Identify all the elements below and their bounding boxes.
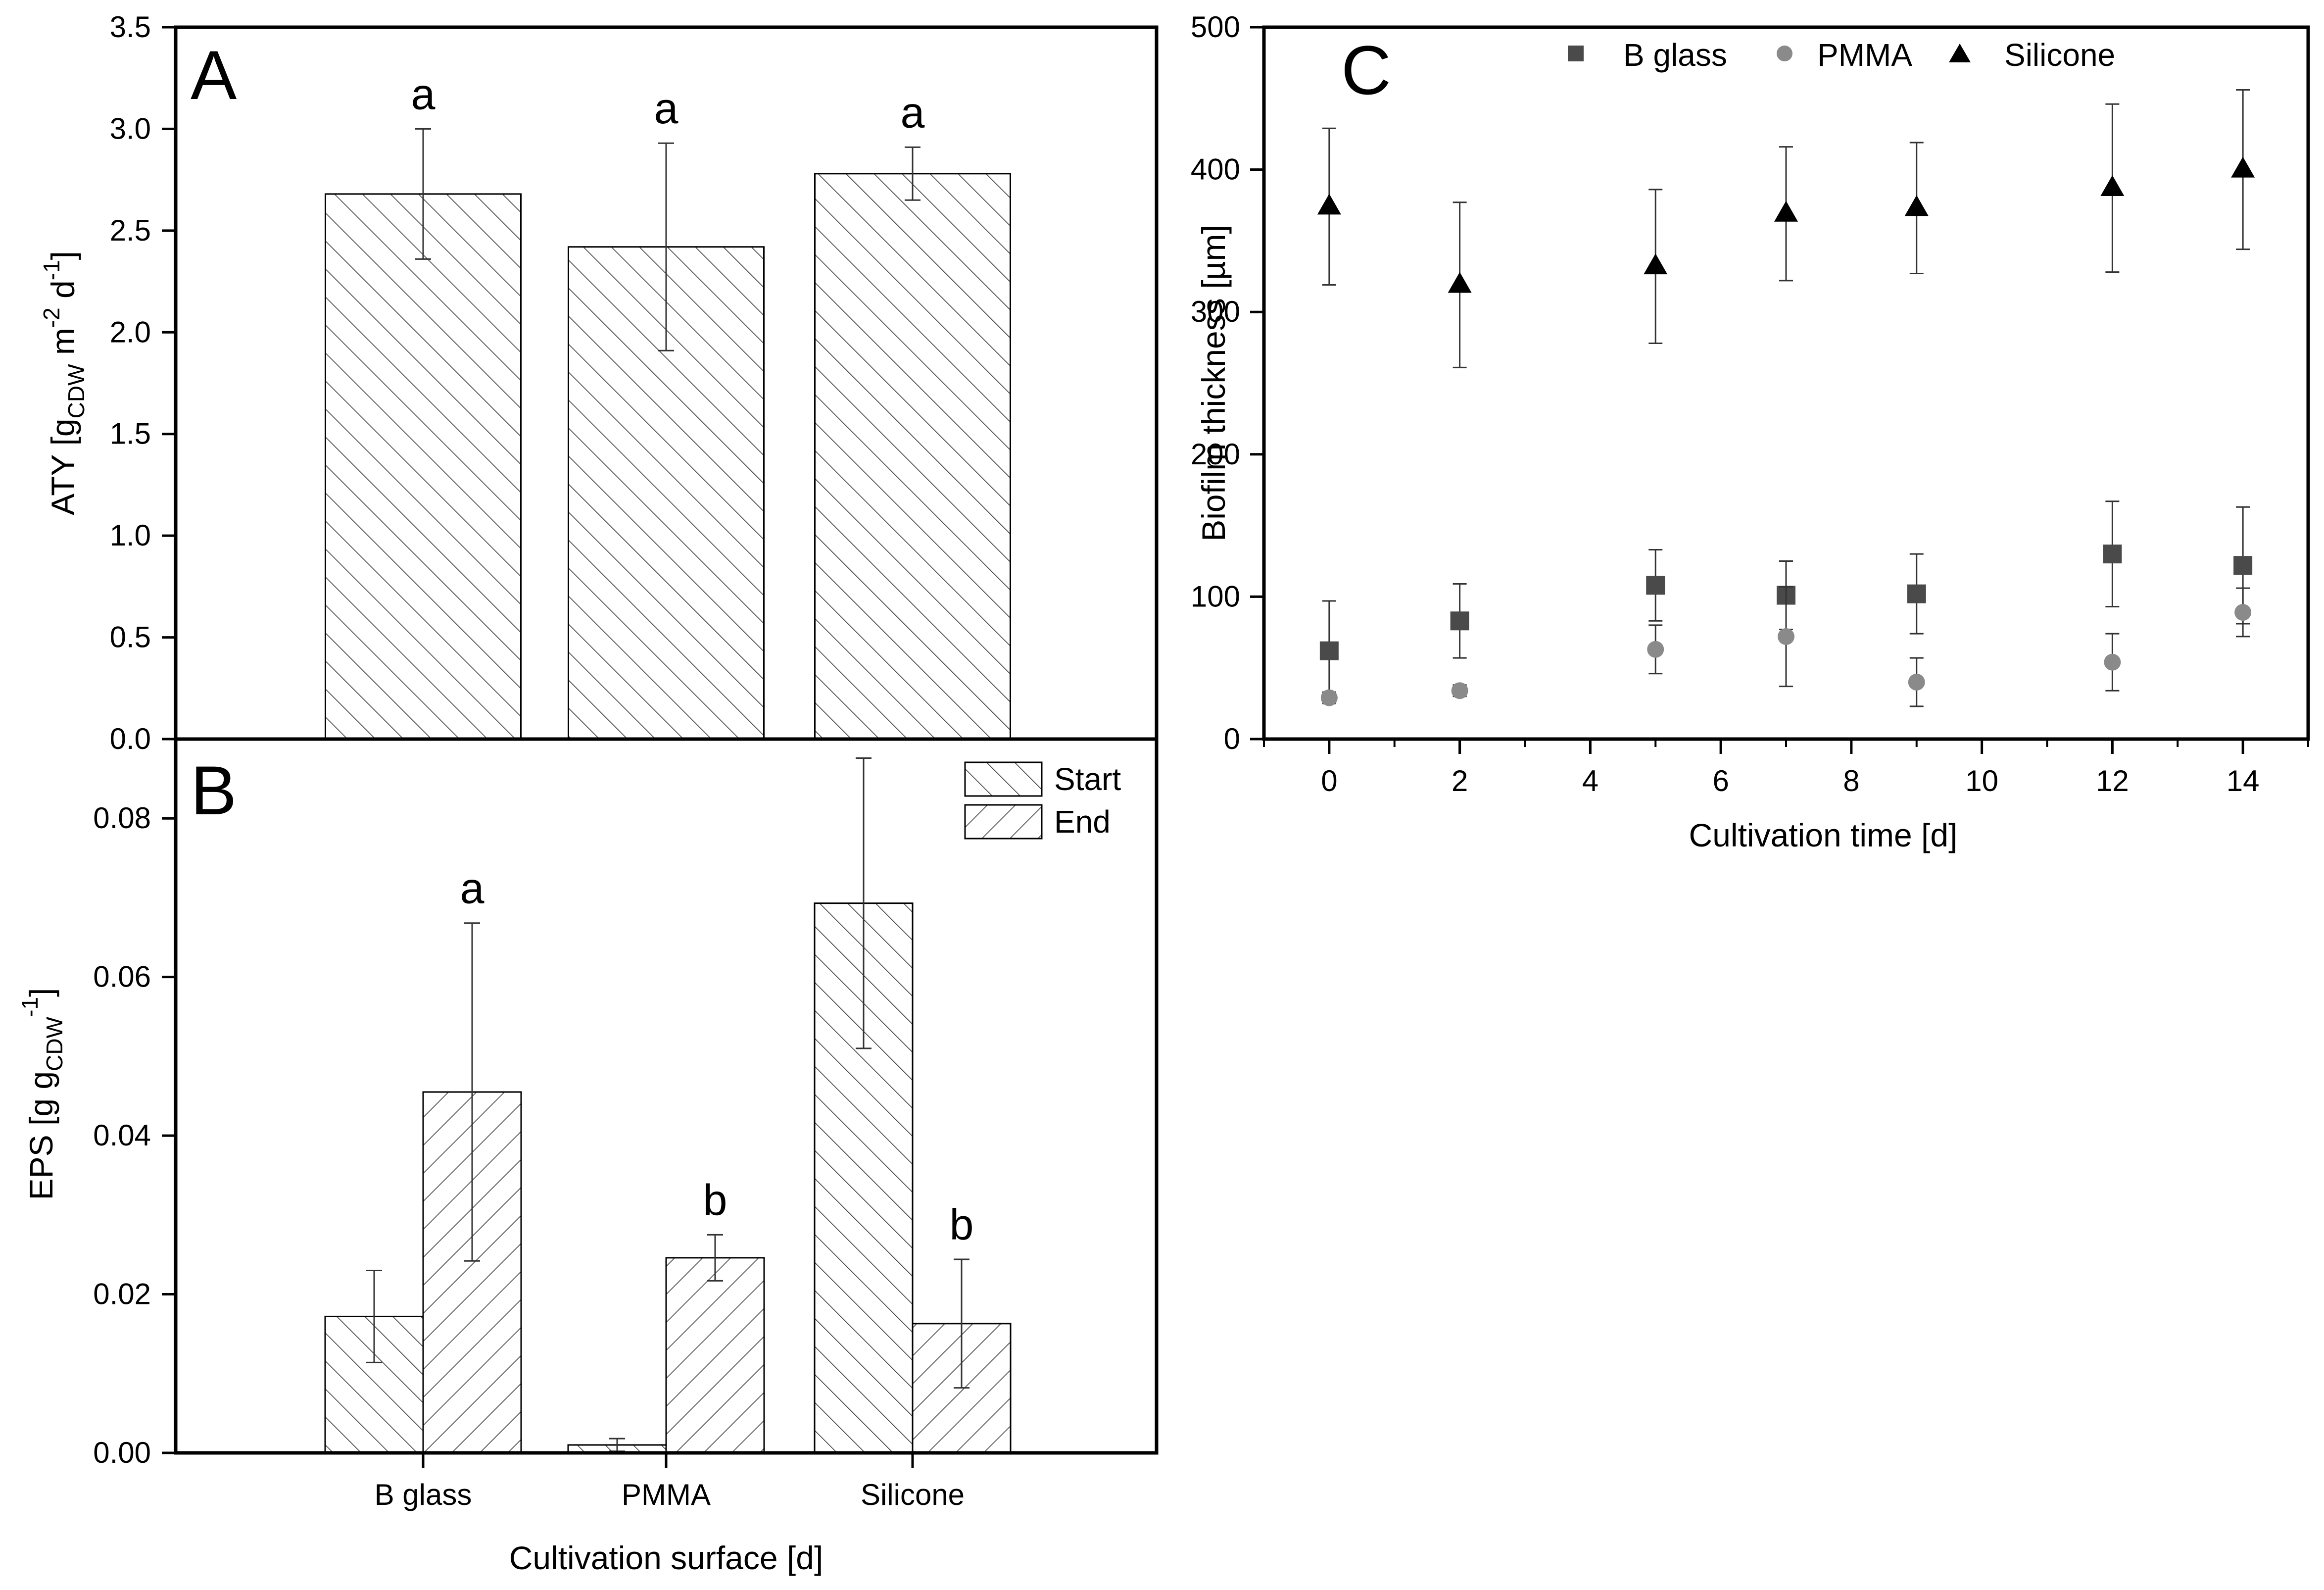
point-pmma-day-5: [1647, 641, 1664, 658]
x-tick-label: 0: [1321, 764, 1337, 797]
panel-c-legend: B glass PMMA Silicone: [1568, 37, 2115, 73]
legend-marker-pmma: [1777, 46, 1792, 61]
y-tick-label: 0.00: [93, 1436, 151, 1469]
y-tick-label: 300: [1191, 295, 1240, 328]
panel-b-x-axis-label: Cultivation surface [d]: [509, 1540, 823, 1576]
panel-a-letter: A: [191, 36, 237, 114]
y-tick-label: 3.5: [110, 10, 151, 44]
legend-marker-b-glass: [1568, 46, 1584, 61]
point-silicone-day-7: [1774, 200, 1798, 222]
panel-c-letter: C: [1341, 31, 1391, 109]
point-b-glass-day-5: [1646, 576, 1665, 595]
legend-swatch-start: [964, 761, 1043, 797]
panel-b: a b b 0.00 0.02 0.04 0.06 0.08 B glass PMMA Sili…: [17, 737, 1159, 1576]
point-b-glass-day-0: [1319, 641, 1339, 660]
x-tick-label: 2: [1452, 764, 1468, 797]
legend-label-end: End: [1054, 804, 1111, 840]
point-pmma-day-9: [1908, 673, 1925, 691]
panel-b-x-ticks: B glass PMMA Silicone: [375, 1453, 965, 1511]
legend-label-pmma: PMMA: [1817, 37, 1912, 73]
bar-aty-silicone: [814, 173, 1011, 740]
x-tick-label: 10: [1965, 764, 1998, 797]
x-tick-label: 12: [2096, 764, 2129, 797]
panel-c-y-ticks: 0 100 200 300 400 500: [1191, 10, 1264, 755]
point-silicone-day-5: [1644, 253, 1668, 275]
y-tick-label: 0.5: [110, 621, 151, 654]
x-tick-label: 14: [2227, 764, 2260, 797]
legend-label-b-glass: B glass: [1623, 37, 1727, 73]
significance-label-eps-silicone: b: [950, 1200, 974, 1249]
panel-b-letter: B: [191, 751, 237, 829]
panel-c: 0 100 200 300 400 500 0 2 4 6 8 10 12 14 C B glass P…: [1191, 10, 2310, 853]
point-silicone-day-9: [1904, 195, 1929, 216]
y-tick-label: 500: [1191, 10, 1240, 44]
y-tick-label: 0.08: [93, 801, 151, 835]
point-b-glass-day-9: [1907, 584, 1926, 603]
y-tick-label: 1.5: [110, 417, 151, 450]
point-silicone-day-0: [1317, 194, 1341, 215]
point-pmma-day-14: [2234, 604, 2252, 621]
x-tick-label: 4: [1582, 764, 1598, 797]
legend-swatch-end: [964, 804, 1043, 840]
x-tick-label: 6: [1712, 764, 1729, 797]
x-tick-label: Silicone: [861, 1478, 965, 1511]
point-b-glass-day-12: [2103, 545, 2122, 564]
panel-c-x-axis-label: Cultivation time [d]: [1689, 817, 1958, 853]
x-tick-label: PMMA: [622, 1478, 711, 1511]
x-tick-label: 8: [1843, 764, 1859, 797]
panel-c-frame: [1262, 25, 2310, 741]
point-b-glass-day-2: [1450, 611, 1469, 631]
y-tick-label: 400: [1191, 153, 1240, 186]
panel-b-bars: a b b: [324, 757, 1012, 1454]
x-tick-label: B glass: [375, 1478, 472, 1511]
y-tick-label: 0.06: [93, 960, 151, 994]
point-pmma-day-2: [1451, 682, 1468, 699]
significance-label-eps-pmma: b: [703, 1175, 727, 1224]
panel-a-y-axis-label: ATY [gCDW m-2 d-1]: [39, 251, 89, 515]
bar-eps-end-pmma: [665, 1257, 765, 1454]
panel-b-y-ticks: 0.00 0.02 0.04 0.06 0.08: [93, 801, 176, 1469]
panel-c-points: [1317, 89, 2255, 707]
panel-a: a a a 0.0 0.5 1.0 1.5 2.0 2.5 3.0 3.5 A ATY [gCDW…: [39, 10, 1159, 755]
significance-label-eps-b-glass: a: [460, 864, 484, 913]
significance-label-aty-b-glass: a: [411, 69, 436, 118]
point-pmma-day-0: [1320, 689, 1338, 706]
y-tick-label: 200: [1191, 438, 1240, 471]
panel-c-x-ticks: 0 2 4 6 8 10 12 14: [1263, 739, 2309, 797]
legend-label-silicone: Silicone: [2004, 37, 2115, 73]
panel-b-y-axis-label: EPS [g gCDW-1]: [17, 988, 67, 1200]
panel-a-y-ticks: 0.0 0.5 1.0 1.5 2.0 2.5 3.0 3.5: [110, 10, 176, 755]
y-tick-label: 2.5: [110, 214, 151, 247]
legend-label-start: Start: [1054, 761, 1121, 797]
legend-marker-silicone: [1949, 44, 1971, 62]
point-pmma-day-12: [2104, 653, 2121, 671]
y-tick-label: 1.0: [110, 519, 151, 552]
panel-b-frame: [174, 737, 1159, 1455]
significance-label-aty-pmma: a: [654, 84, 678, 133]
y-tick-label: 0.0: [110, 722, 151, 755]
panel-c-y-axis-label: Biofilm thickness [µm]: [1195, 225, 1232, 542]
y-tick-label: 2.0: [110, 315, 151, 348]
y-tick-label: 0.02: [93, 1278, 151, 1311]
y-tick-label: 0.04: [93, 1119, 151, 1152]
y-tick-label: 3.0: [110, 112, 151, 145]
point-silicone-day-14: [2231, 156, 2255, 178]
bar-aty-b-glass: [325, 193, 522, 740]
point-b-glass-day-14: [2233, 556, 2253, 575]
point-silicone-day-12: [2100, 175, 2125, 196]
significance-label-aty-silicone: a: [901, 88, 925, 137]
point-pmma-day-7: [1778, 628, 1794, 645]
y-tick-label: 100: [1191, 580, 1240, 613]
panel-b-legend: Start End: [964, 761, 1121, 840]
point-silicone-day-2: [1448, 272, 1472, 293]
y-tick-label: 0: [1224, 722, 1240, 755]
